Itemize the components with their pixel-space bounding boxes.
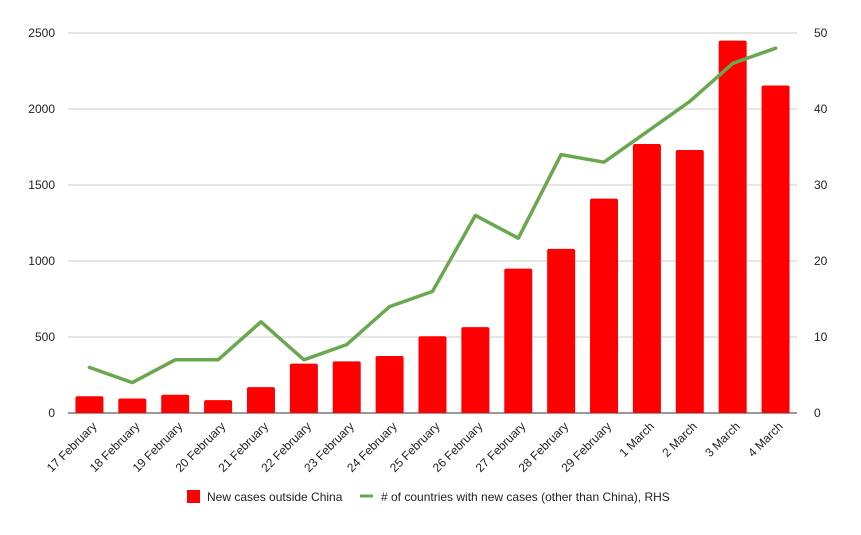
right-tick-label: 40 (814, 102, 828, 116)
legend-label-line: # of countries with new cases (other tha… (381, 490, 670, 504)
right-tick-label: 20 (814, 254, 828, 268)
bar (632, 143, 661, 413)
left-tick-label: 500 (35, 330, 55, 344)
bar (547, 248, 576, 413)
legend-label-bar: New cases outside China (207, 490, 343, 504)
bar (332, 361, 361, 413)
gridlines (68, 32, 797, 414)
bar (204, 400, 233, 413)
series-line (87, 46, 778, 385)
bar (418, 336, 447, 413)
right-tick-label: 0 (814, 406, 821, 420)
line-series-countries (87, 46, 778, 385)
bar (461, 327, 490, 413)
bar (161, 394, 190, 413)
legend: New cases outside China # of countries w… (187, 490, 670, 504)
bar (289, 363, 318, 413)
right-tick-label: 50 (814, 26, 828, 40)
right-tick-label: 30 (814, 178, 828, 192)
x-tick-label: 4 March (745, 419, 786, 460)
left-tick-label: 1500 (28, 178, 55, 192)
left-tick-label: 1000 (28, 254, 55, 268)
left-tick-label: 2000 (28, 102, 55, 116)
left-tick-label: 2500 (28, 26, 55, 40)
x-tick-label: 2 March (659, 419, 700, 460)
bar (375, 356, 404, 413)
bar (75, 396, 104, 413)
bar (504, 268, 533, 413)
bar (590, 198, 619, 413)
x-tick-label: 1 March (616, 419, 657, 460)
bar (675, 150, 704, 414)
right-tick-label: 10 (814, 330, 828, 344)
bar (718, 40, 747, 413)
bar-series-new-cases (75, 40, 790, 414)
left-tick-label: 0 (48, 406, 55, 420)
bar (118, 398, 147, 413)
bar (246, 387, 275, 413)
right-y-axis: 0 10 20 30 40 50 (814, 26, 828, 420)
bar (761, 85, 790, 413)
left-y-axis: 0 500 1000 1500 2000 2500 (28, 26, 55, 420)
x-tick-label: 3 March (702, 419, 743, 460)
legend-swatch-bar (187, 490, 200, 503)
